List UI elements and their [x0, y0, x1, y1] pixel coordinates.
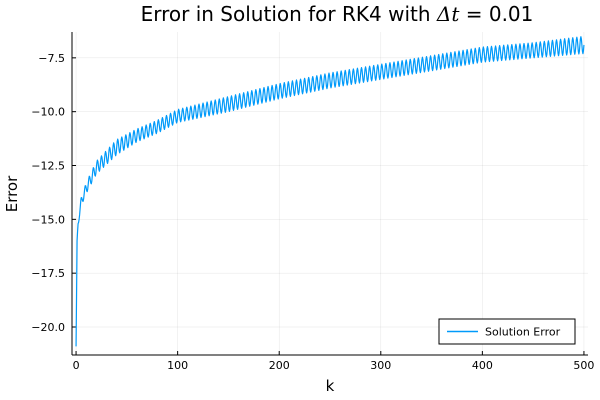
axis-ticks: 0 100 200 300 400 500 −20.0 −17.5 −15.0 −12.5 −10.… — [31, 52, 594, 372]
y-tick-label: −7.5 — [38, 52, 65, 65]
x-tick-label: 500 — [573, 359, 594, 372]
x-tick-label: 100 — [167, 359, 188, 372]
series-layer — [75, 36, 585, 347]
x-axis-label: k — [326, 377, 335, 395]
y-axis-label: Error — [3, 175, 21, 212]
y-tick-label: −20.0 — [31, 321, 65, 334]
y-tick-label: −10.0 — [31, 106, 65, 119]
x-tick-label: 400 — [472, 359, 493, 372]
chart-title: Error in Solution for RK4 with Δt = 0.01 — [141, 2, 534, 26]
y-tick-label: −12.5 — [31, 160, 65, 173]
x-tick-label: 200 — [269, 359, 290, 372]
x-tick-label: 300 — [370, 359, 391, 372]
series-line-solution-error — [75, 36, 585, 347]
y-tick-label: −15.0 — [31, 213, 65, 226]
legend: Solution Error — [438, 318, 576, 345]
chart-title-suffix: = 0.01 — [459, 2, 533, 26]
y-tick-label: −17.5 — [31, 267, 65, 280]
chart-title-prefix: Error in Solution for RK4 with — [141, 2, 437, 26]
x-tick-label: 0 — [73, 359, 80, 372]
chart-title-math: Δt — [436, 2, 460, 26]
legend-label: Solution Error — [485, 326, 561, 339]
